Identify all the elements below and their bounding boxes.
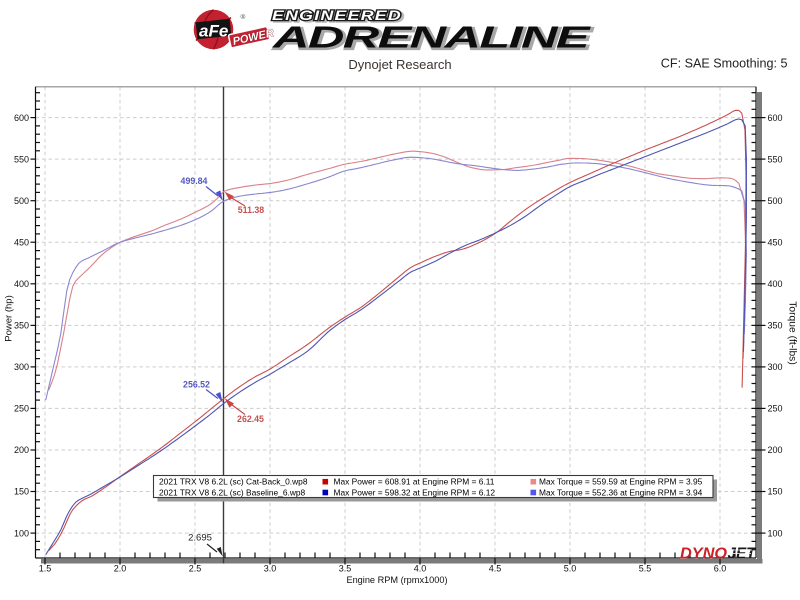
svg-text:200: 200: [768, 445, 783, 455]
svg-text:2.0: 2.0: [114, 564, 127, 574]
svg-text:4.0: 4.0: [414, 564, 427, 574]
svg-text:256.52: 256.52: [183, 380, 210, 390]
svg-text:2.695: 2.695: [188, 533, 212, 544]
svg-text:2021 TRX V8 6.2L (sc) Baseline: 2021 TRX V8 6.2L (sc) Baseline_6.wp8: [159, 487, 306, 497]
svg-text:200: 200: [14, 445, 29, 455]
svg-text:Max Torque = 559.59 at Engine: Max Torque = 559.59 at Engine RPM = 3.95: [539, 477, 703, 487]
svg-text:450: 450: [14, 237, 29, 247]
svg-text:Max Power = 608.91 at Engine R: Max Power = 608.91 at Engine RPM = 6.11: [334, 477, 495, 487]
svg-text:300: 300: [768, 362, 783, 372]
svg-text:aFe: aFe: [199, 22, 228, 41]
svg-text:550: 550: [768, 154, 783, 164]
svg-text:3.0: 3.0: [264, 564, 277, 574]
svg-text:400: 400: [768, 279, 783, 289]
svg-text:300: 300: [14, 362, 29, 372]
svg-text:2.5: 2.5: [189, 564, 202, 574]
svg-text:550: 550: [14, 154, 29, 164]
svg-text:499.84: 499.84: [181, 176, 208, 186]
svg-text:350: 350: [14, 321, 29, 331]
svg-text:5.0: 5.0: [564, 564, 577, 574]
svg-text:150: 150: [768, 487, 783, 497]
svg-text:100: 100: [768, 528, 783, 538]
svg-text:JET: JET: [728, 546, 757, 563]
svg-text:CF: SAE Smoothing: 5: CF: SAE Smoothing: 5: [661, 57, 788, 71]
svg-text:511.38: 511.38: [238, 205, 265, 215]
svg-text:1.5: 1.5: [39, 564, 52, 574]
svg-text:350: 350: [768, 321, 783, 331]
svg-text:Power (hp): Power (hp): [4, 295, 15, 341]
svg-text:600: 600: [768, 113, 783, 123]
svg-text:250: 250: [14, 404, 29, 414]
svg-text:500: 500: [14, 196, 29, 206]
svg-text:ENGINEERED: ENGINEERED: [272, 8, 402, 23]
svg-text:Engine RPM (rpmx1000): Engine RPM (rpmx1000): [346, 575, 447, 585]
svg-text:2021 TRX V8 6.2L (sc) Cat-Back: 2021 TRX V8 6.2L (sc) Cat-Back_0.wp8: [159, 477, 308, 487]
svg-text:450: 450: [768, 237, 783, 247]
svg-text:400: 400: [14, 279, 29, 289]
svg-text:5.5: 5.5: [639, 564, 652, 574]
svg-text:DYNO: DYNO: [680, 546, 728, 563]
svg-text:500: 500: [768, 196, 783, 206]
svg-text:100: 100: [14, 528, 29, 538]
svg-text:Max Torque = 552.36 at Engine: Max Torque = 552.36 at Engine RPM = 3.94: [539, 487, 703, 497]
svg-text:ADRENALINE: ADRENALINE: [273, 21, 593, 56]
svg-text:250: 250: [768, 404, 783, 414]
svg-text:3.5: 3.5: [339, 564, 352, 574]
svg-text:ADRENALINE: ADRENALINE: [271, 20, 591, 55]
svg-text:600: 600: [14, 113, 29, 123]
svg-text:150: 150: [14, 487, 29, 497]
svg-text:262.45: 262.45: [237, 414, 264, 424]
svg-text:ENGINEERED: ENGINEERED: [275, 10, 405, 25]
svg-text:®: ®: [241, 13, 246, 21]
svg-text:Torque (ft-lbs): Torque (ft-lbs): [787, 301, 798, 365]
svg-text:Max Power = 598.32 at Engine R: Max Power = 598.32 at Engine RPM = 6.12: [334, 487, 496, 497]
svg-text:Dynojet Research: Dynojet Research: [348, 57, 451, 72]
svg-text:4.5: 4.5: [489, 564, 502, 574]
svg-text:6.0: 6.0: [714, 564, 727, 574]
